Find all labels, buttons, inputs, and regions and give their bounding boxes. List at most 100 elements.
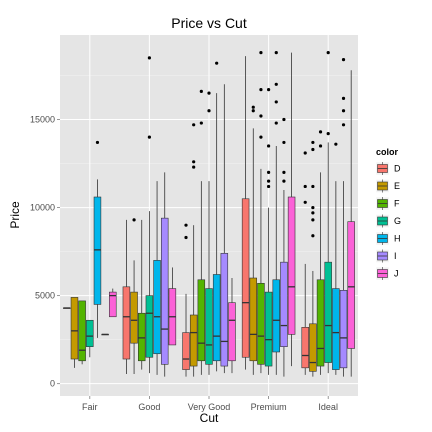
box-body [272,279,280,353]
box-outlier [303,151,307,155]
box-outlier [274,100,278,104]
box-body [339,290,348,369]
chart-title: Price vs Cut [171,15,247,31]
box-outlier [318,130,323,134]
box-outlier [282,117,286,122]
box-outlier [147,135,151,139]
box-outlier [192,123,196,127]
y-axis-label: Price [8,201,22,229]
box-outlier [259,87,263,92]
box-body [212,274,221,362]
box-body [301,327,309,369]
box-outlier [267,87,271,92]
box-outlier [334,142,338,146]
x-tick-label: Fair [82,402,98,412]
legend-label: D [394,164,401,174]
x-tick-label: Good [138,402,160,412]
box-outlier [341,123,346,127]
box-outlier [274,51,278,55]
legend-title: color [376,147,399,157]
x-tick-label: Very Good [188,402,231,412]
box-outlier [199,121,203,125]
box-body [347,221,355,349]
box-outlier [184,223,188,227]
legend-label: I [394,251,397,261]
box-outlier [259,135,263,139]
box-body [138,312,146,362]
box-outlier [326,132,330,136]
box-body [264,291,273,367]
x-tick-label: Premium [251,402,287,412]
box-outlier [267,179,271,183]
y-tick-label: 0 [50,379,55,389]
box-body [122,286,131,360]
box-outlier [303,200,307,204]
box-body [309,323,317,372]
box-body [78,300,86,362]
legend-label: G [394,216,401,226]
box-outlier [274,82,278,86]
box-body [249,277,258,362]
y-tick-label: 10000 [30,203,55,213]
box-outlier [326,51,330,55]
box-body [241,198,250,358]
box-body [324,261,332,363]
box-outlier [267,170,271,174]
box-outlier [311,218,315,222]
box-outlier [318,144,323,148]
box-body [182,332,190,370]
box-outlier [207,109,211,113]
box-outlier [311,211,315,215]
box-outlier [251,109,255,113]
box-layer [63,51,355,377]
legend-label: H [394,234,401,244]
box-body [228,302,236,362]
box-body [109,291,117,318]
box-body [153,260,161,355]
box-body [316,279,325,367]
box-outlier [311,234,315,238]
box-outlier [341,96,346,100]
box-outlier [311,205,315,210]
box-body [93,196,102,305]
box-body [86,319,94,347]
box-outlier [311,140,315,145]
box-outlier [267,144,271,148]
box-outlier [341,58,346,62]
box-outlier [192,165,196,169]
box-outlier [341,109,346,113]
x-tick-label: Ideal [318,402,338,412]
box-body [145,295,154,358]
box-body [189,314,198,367]
legend-label: F [394,199,400,209]
box-body [257,282,265,365]
box-outlier [207,91,211,95]
box-outlier [274,121,278,125]
x-axis-ticks: Fair Good Very Good Premium Ideal [82,396,338,412]
box-outlier [267,184,271,189]
box-outlier [282,140,286,145]
box-outlier [259,51,263,55]
box-body [280,261,288,347]
box-outlier [199,89,203,93]
box-outlier [303,184,307,189]
box-outlier [132,218,136,222]
box-outlier [259,114,263,118]
box-outlier [215,61,219,65]
box-body [332,288,340,370]
box-body [197,279,206,362]
box-body [160,217,169,365]
box-body [220,253,229,367]
box-outlier [311,184,315,189]
box-outlier [147,56,151,60]
box-body [205,288,213,365]
legend-label: E [394,181,400,191]
box-outlier [192,160,196,164]
box-outlier [282,170,286,174]
box-outlier [282,179,286,183]
box-outlier [95,140,100,145]
box-body [287,196,296,335]
legend-label: J [394,269,399,279]
